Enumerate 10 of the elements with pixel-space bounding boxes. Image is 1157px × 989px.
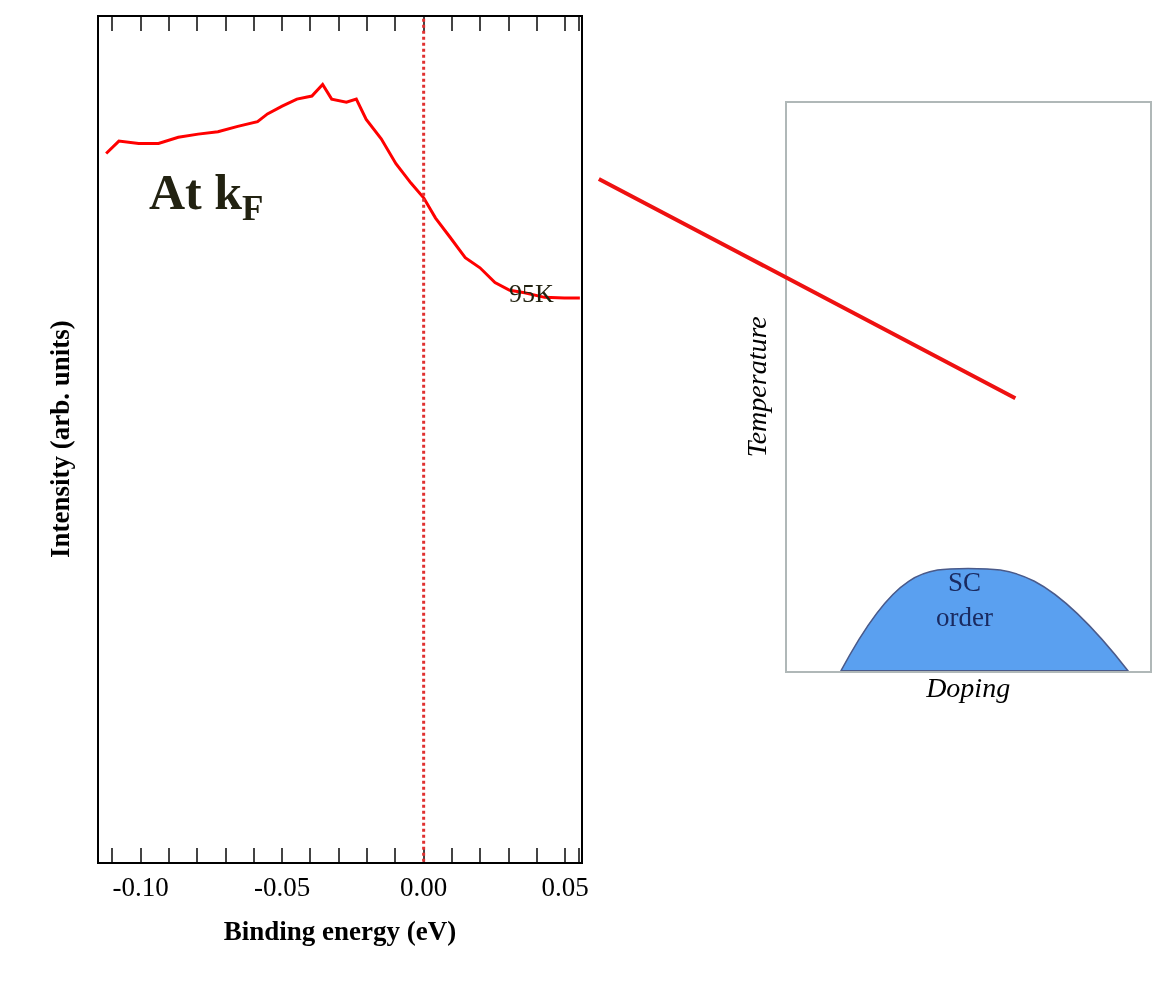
x-axis-title: Binding energy (eV): [223, 915, 457, 946]
text: Doping: [925, 672, 1011, 704]
x-tick-label: 0.05: [541, 872, 589, 903]
x-tick-label: -0.05: [254, 872, 311, 903]
x-tick-label: 0.00: [400, 872, 448, 903]
text: Temperature: [740, 316, 772, 458]
x-tick-label: -0.10: [112, 872, 169, 903]
y-axis-title: Intensity (arb. units): [44, 320, 75, 559]
annotation: At k$_{F}$: [149, 164, 264, 228]
text: SC order: [936, 567, 993, 633]
